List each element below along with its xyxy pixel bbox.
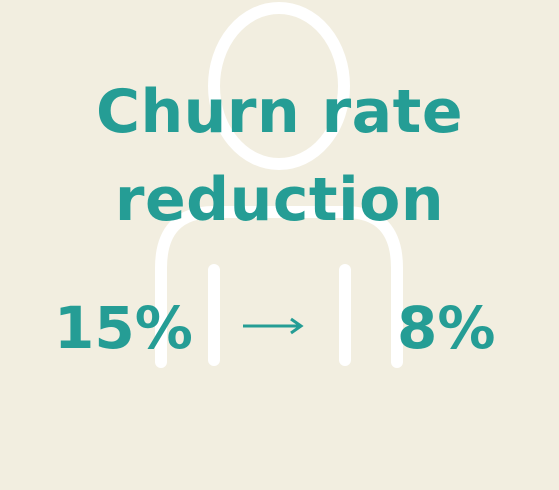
headline-line-2: reduction — [114, 165, 445, 235]
churn-after-value: 8% — [397, 294, 496, 362]
headline-line-1: Churn rate — [95, 77, 464, 147]
churn-before-value: 15% — [54, 294, 193, 362]
right-arrow-icon — [243, 317, 304, 335]
